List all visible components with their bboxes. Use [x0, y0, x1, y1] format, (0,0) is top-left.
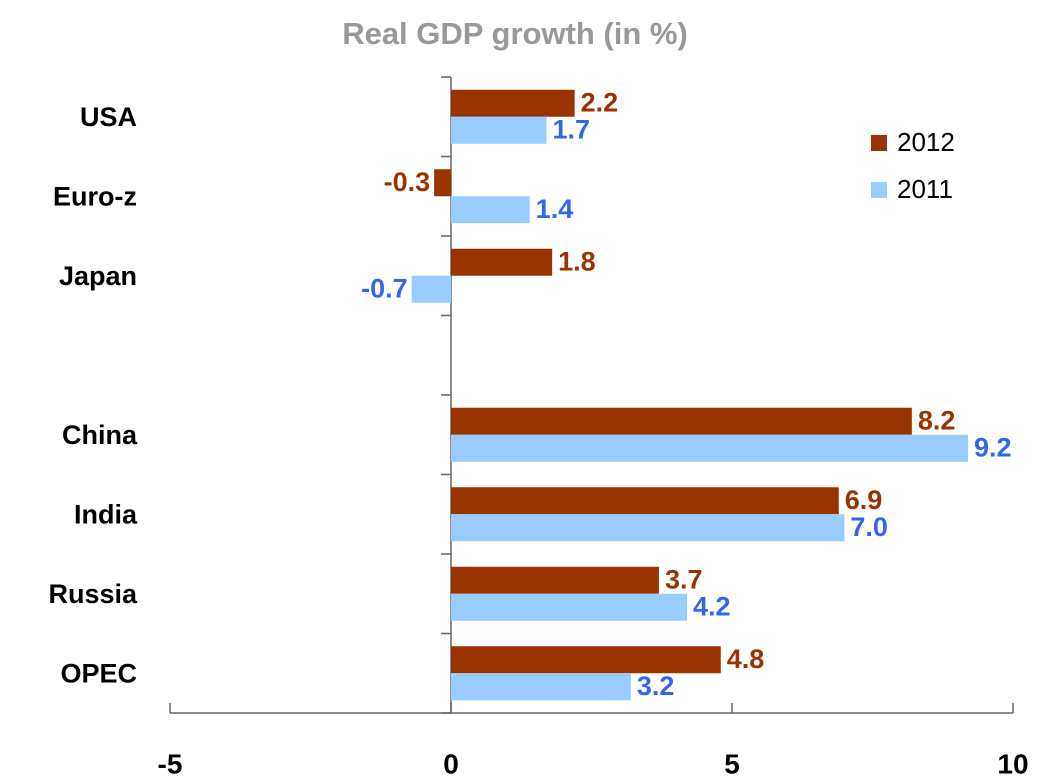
- bar: [451, 514, 845, 542]
- value-label: 2.2: [581, 87, 619, 117]
- value-label: -0.7: [361, 273, 408, 303]
- value-label: 3.2: [637, 671, 675, 701]
- bar: [451, 566, 659, 594]
- value-label: 3.7: [665, 564, 703, 594]
- value-label: 4.2: [693, 591, 731, 621]
- x-tick-label: 5: [724, 748, 740, 779]
- category-label: Euro-z: [53, 181, 137, 211]
- value-label: 9.2: [974, 432, 1012, 462]
- bar: [451, 407, 912, 435]
- category-label: Russia: [48, 579, 138, 609]
- value-label: 1.4: [536, 194, 574, 224]
- category-label: Japan: [59, 261, 137, 291]
- bar: [451, 593, 688, 621]
- category-label: India: [74, 499, 138, 529]
- value-label: 8.2: [918, 405, 956, 435]
- bar: [451, 646, 721, 674]
- legend-swatch: [871, 182, 887, 198]
- category-label: OPEC: [60, 658, 137, 688]
- bar: [451, 434, 969, 462]
- legend-label: 2012: [897, 127, 955, 157]
- bar: [451, 487, 839, 515]
- x-tick-label: 10: [997, 748, 1028, 779]
- legend-label: 2011: [897, 174, 953, 204]
- x-tick-label: -5: [158, 748, 183, 779]
- bar: [451, 89, 575, 117]
- x-tick-label: 0: [443, 748, 459, 779]
- legend-swatch: [871, 135, 887, 151]
- bar: [451, 673, 631, 701]
- value-label: 1.7: [553, 114, 591, 144]
- value-label: 1.8: [558, 246, 596, 276]
- bar: [451, 248, 553, 276]
- value-label: 6.9: [845, 485, 883, 515]
- chart-title: Real GDP growth (in %): [342, 16, 688, 51]
- bar: [434, 169, 451, 197]
- value-label: 7.0: [850, 512, 888, 542]
- value-label: -0.3: [384, 167, 431, 197]
- bar: [451, 116, 547, 144]
- category-label: China: [62, 420, 138, 450]
- value-label: 4.8: [727, 644, 765, 674]
- bar: [411, 275, 451, 303]
- bar: [451, 196, 530, 224]
- category-label: USA: [80, 102, 137, 132]
